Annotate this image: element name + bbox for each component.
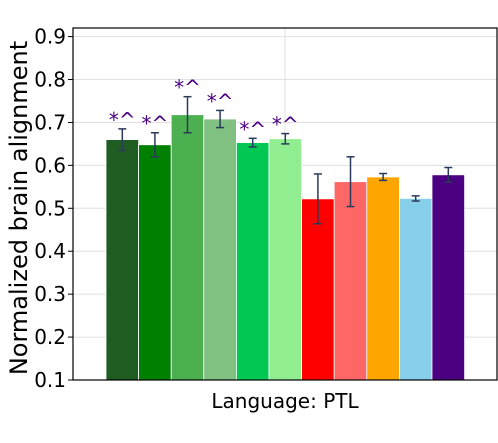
x-axis-title: Language: PTL xyxy=(211,389,359,413)
significance-label: *^ xyxy=(109,108,136,132)
y-tick-label: 0.4 xyxy=(34,239,66,263)
bar xyxy=(398,198,433,381)
y-tick-label: 0.8 xyxy=(34,68,66,92)
bar xyxy=(301,198,335,381)
bar xyxy=(431,174,465,381)
bar xyxy=(105,139,139,381)
bars xyxy=(105,114,465,381)
y-tick-label: 0.9 xyxy=(34,25,66,49)
bar xyxy=(170,114,205,381)
y-axis-title: Normalized brain alignment xyxy=(5,41,33,375)
y-axis-ticks: 0.1 0.2 0.3 0.4 0.5 0.6 0.7 0.8 0.9 xyxy=(34,25,73,392)
y-tick-label: 0.2 xyxy=(34,325,66,349)
significance-labels: *^ *^*^*^*^ *^ xyxy=(109,76,299,142)
significance-label: *^ xyxy=(207,89,234,113)
y-tick-label: 0.7 xyxy=(34,110,66,134)
bar xyxy=(235,142,270,381)
bar xyxy=(366,176,400,381)
significance-label: *^ xyxy=(239,117,266,141)
significance-label: *^ xyxy=(142,112,169,136)
bar xyxy=(268,138,302,381)
plot-area-frame xyxy=(72,27,498,381)
error-bars xyxy=(118,95,453,225)
significance-label: *^ xyxy=(272,113,299,137)
y-tick-label: 0.3 xyxy=(34,282,66,306)
significance-label: *^ xyxy=(174,76,201,100)
y-tick-label: 0.1 xyxy=(34,368,66,392)
bar xyxy=(333,181,368,381)
bar xyxy=(138,144,172,381)
y-tick-label: 0.5 xyxy=(34,196,66,220)
y-tick-label: 0.6 xyxy=(34,153,66,177)
bar xyxy=(203,118,237,381)
